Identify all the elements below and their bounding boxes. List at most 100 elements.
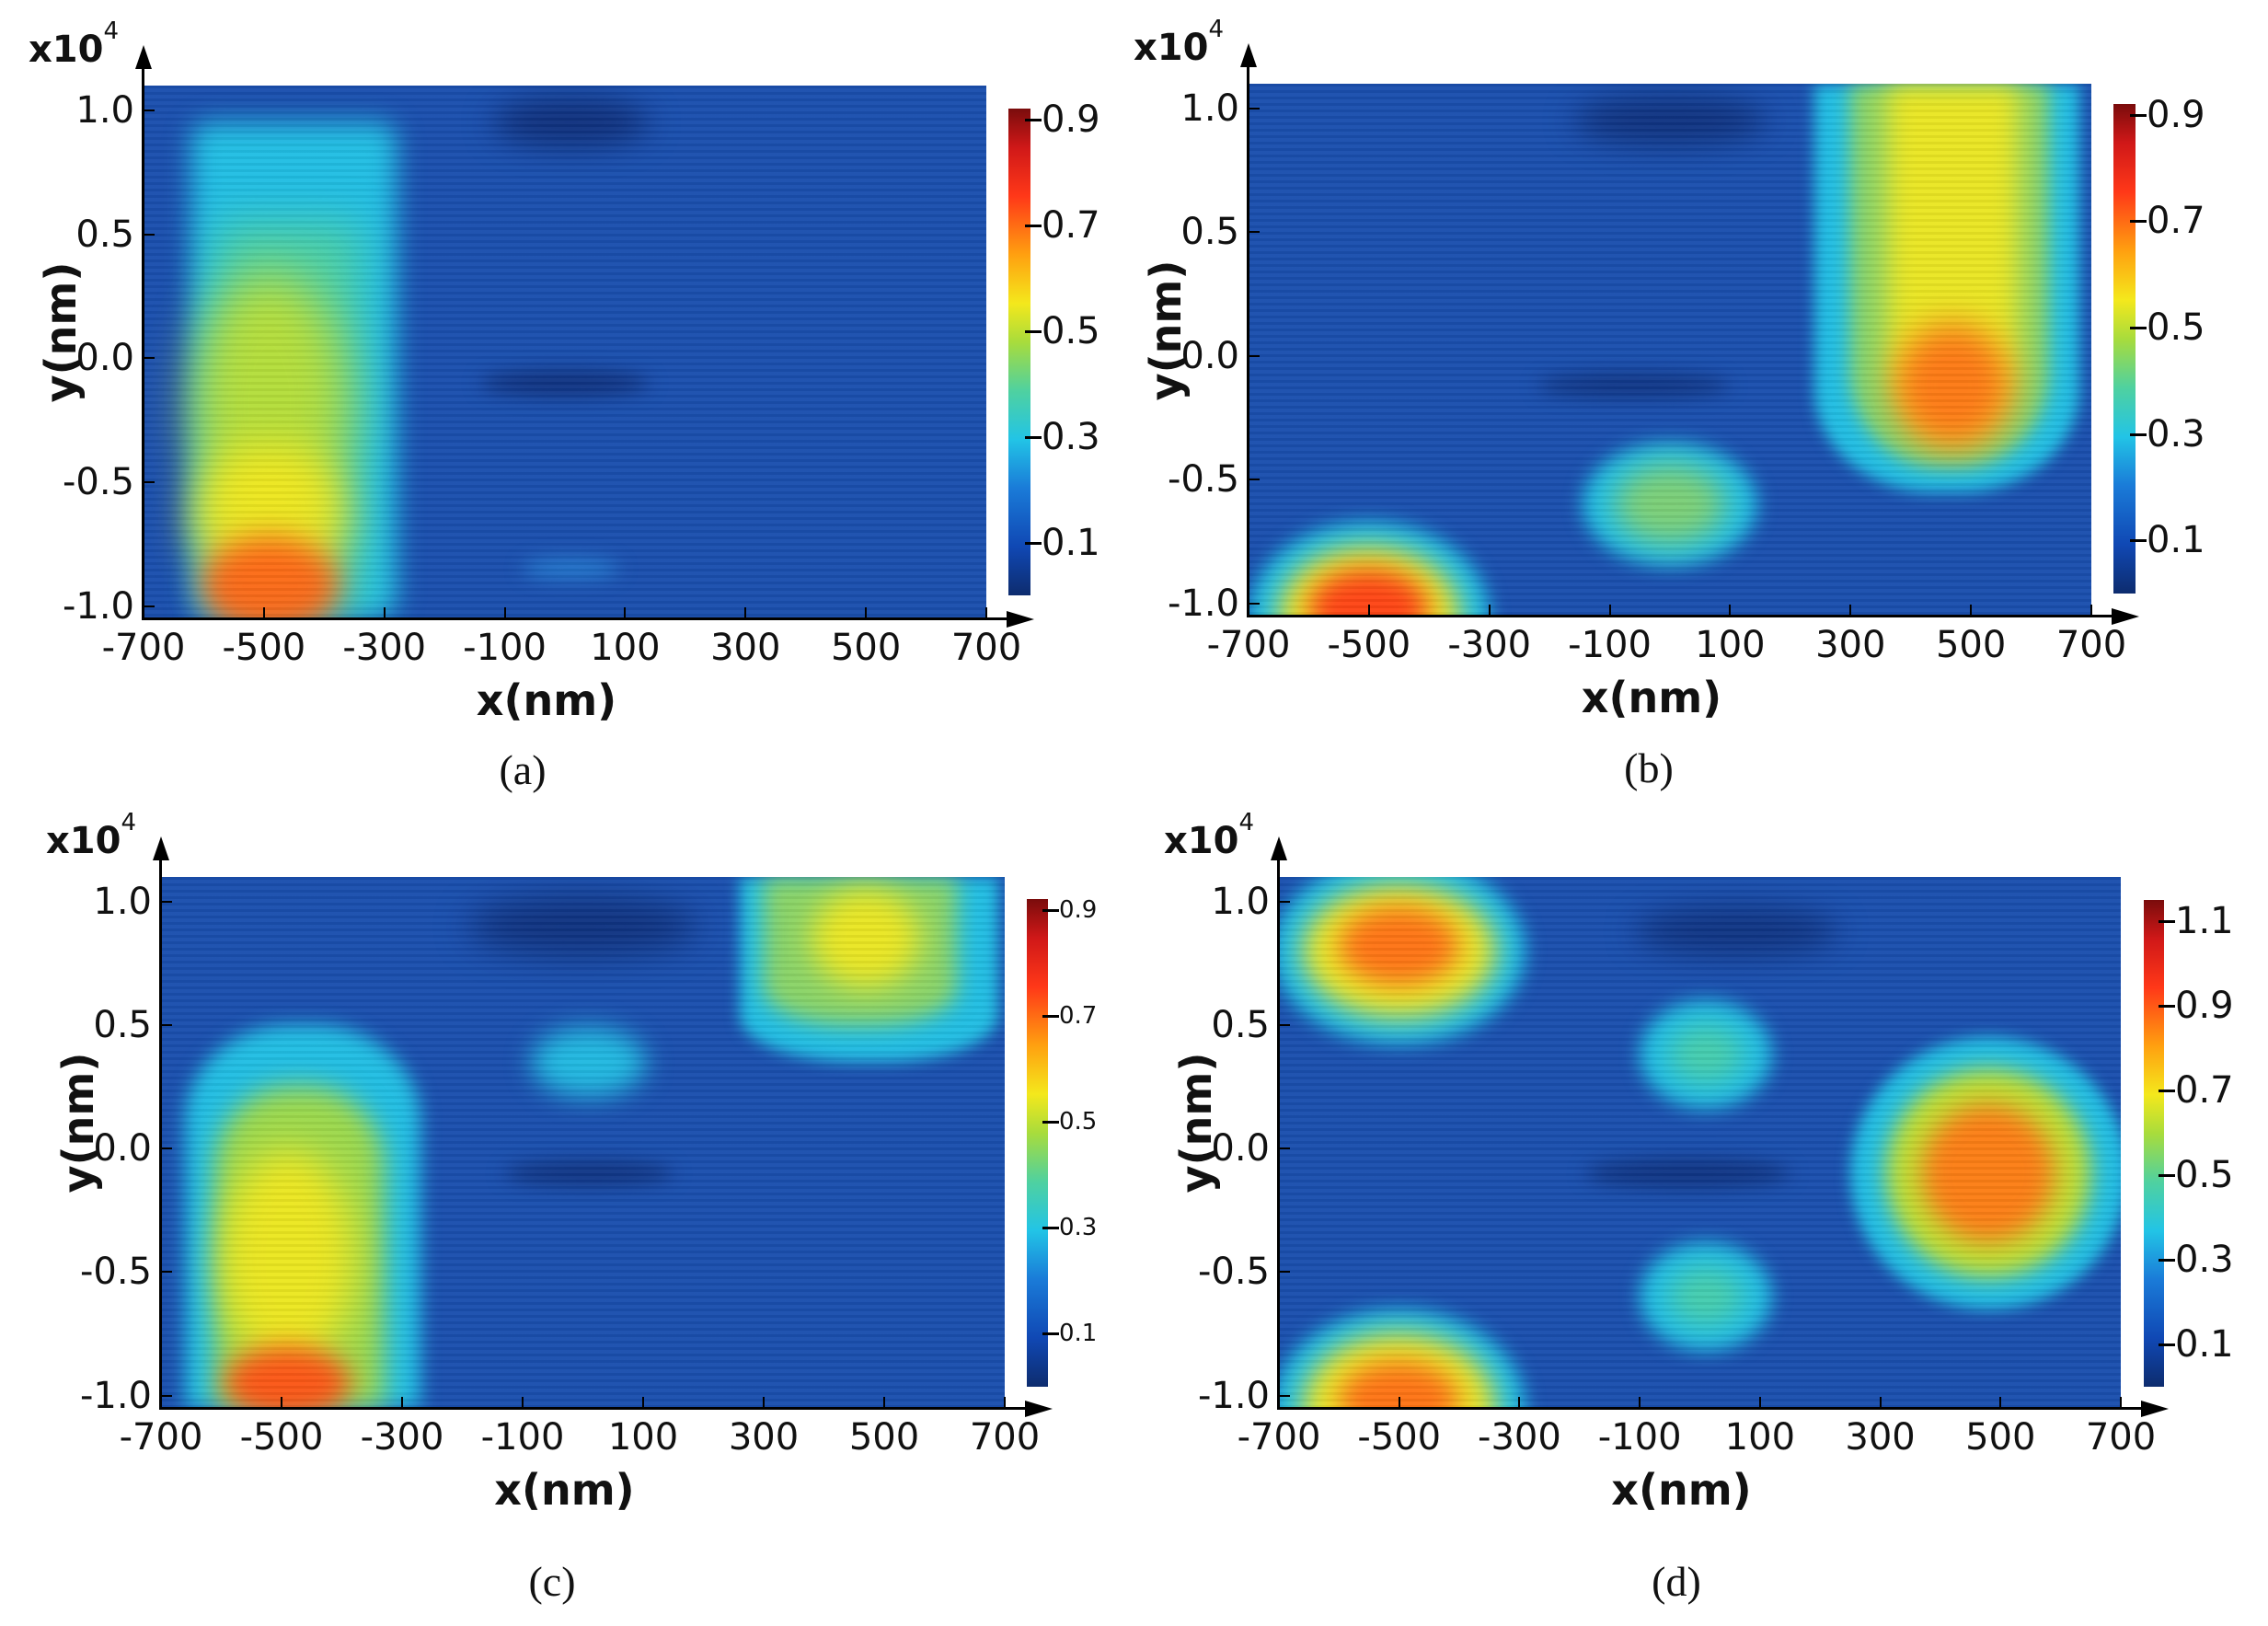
x-tick-label: -500 <box>222 627 306 669</box>
panel-caption: (c) <box>528 1558 576 1605</box>
x-tick-label: 700 <box>950 627 1022 669</box>
colorbar <box>2113 104 2136 594</box>
y-tick-label: -1.0 <box>79 1374 152 1417</box>
x-tick-label: 500 <box>1965 1416 2036 1459</box>
y-tick-mark <box>144 109 155 111</box>
colorbar-tick-label: 0.3 <box>2147 412 2205 456</box>
y-tick-label: -1.0 <box>1167 582 1239 625</box>
x-tick-mark <box>281 1397 282 1408</box>
intensity-region <box>1922 1103 2055 1243</box>
x-tick-label: -300 <box>342 627 427 669</box>
x-tick-label: 500 <box>830 627 902 669</box>
colorbar <box>1008 109 1030 595</box>
x-tick-mark <box>503 607 506 618</box>
colorbar-tick-label: 0.3 <box>2175 1239 2234 1281</box>
colorbar-tick-mark <box>2159 1005 2175 1008</box>
x-tick-label: -700 <box>119 1416 203 1459</box>
y-tick-mark <box>1249 479 1260 481</box>
intensity-region <box>523 559 619 579</box>
x-tick-label: 700 <box>2055 624 2127 666</box>
y-tick-mark <box>161 1024 172 1027</box>
y-tick-label: 0.0 <box>75 337 134 380</box>
y-axis-line <box>1247 65 1249 617</box>
x-tick-mark <box>1879 1397 1882 1408</box>
y-axis-label: y(nm) <box>53 1053 103 1194</box>
colorbar-tick-label: 0.7 <box>1059 1001 1098 1030</box>
x-tick-mark <box>883 1397 885 1408</box>
colorbar-tick-mark <box>2130 539 2147 543</box>
colorbar-tick-mark <box>2159 1259 2175 1262</box>
panel-caption: (d) <box>1652 1558 1701 1605</box>
x-tick-label: 100 <box>590 627 661 669</box>
x-tick-label: -100 <box>480 1416 565 1459</box>
x-tick-mark <box>1608 605 1611 616</box>
x-axis-label: x(nm) <box>476 675 617 725</box>
x-tick-label: -500 <box>239 1416 324 1459</box>
y-axis-arrow-icon <box>153 836 169 860</box>
y-tick-label: 0.0 <box>1211 1127 1270 1170</box>
x-tick-mark <box>642 1397 644 1408</box>
x-axis-line <box>159 1407 1030 1410</box>
y-tick-label: -0.5 <box>1167 458 1239 502</box>
y-axis-label: y(nm) <box>1171 1053 1221 1194</box>
intensity-region <box>1616 465 1724 545</box>
colorbar-tick-label: 0.1 <box>2147 519 2205 562</box>
x-tick-mark <box>401 1397 403 1408</box>
y-axis-arrow-icon <box>135 45 152 69</box>
y-multiplier-label: x104 <box>46 809 136 862</box>
x-tick-mark <box>1999 1397 2002 1408</box>
y-tick-label: 1.0 <box>75 88 134 132</box>
y-multiplier-base: x10 <box>29 29 104 71</box>
x-tick-mark <box>1004 1397 1006 1408</box>
y-tick-label: 0.5 <box>75 213 134 256</box>
heatmap-plot <box>144 86 986 618</box>
y-tick-mark <box>161 1394 172 1397</box>
y-tick-mark <box>144 233 155 236</box>
y-tick-mark <box>1279 900 1290 903</box>
x-tick-mark <box>1398 1397 1400 1408</box>
y-multiplier-base: x10 <box>1164 820 1239 862</box>
y-tick-label: 0.5 <box>1180 211 1239 254</box>
intensity-region <box>1339 906 1460 986</box>
y-tick-mark <box>1249 231 1260 234</box>
y-multiplier-label: x104 <box>1164 809 1254 862</box>
x-tick-label: -300 <box>1447 624 1532 666</box>
x-tick-mark <box>522 1397 524 1408</box>
colorbar-tick-mark <box>2159 1343 2175 1346</box>
colorbar-tick-label: 0.7 <box>2147 200 2205 243</box>
x-axis-arrow-icon <box>2141 1401 2169 1417</box>
y-tick-label: -1.0 <box>62 584 134 628</box>
x-tick-mark <box>262 607 265 618</box>
x-tick-label: 100 <box>1724 1416 1796 1459</box>
heatmap-plot <box>1279 877 2121 1408</box>
x-axis-arrow-icon <box>2112 608 2139 625</box>
colorbar <box>2144 900 2164 1387</box>
x-tick-label: -700 <box>101 627 186 669</box>
x-axis-label: x(nm) <box>494 1465 635 1515</box>
x-axis-line <box>1277 1407 2147 1410</box>
x-tick-mark <box>763 1397 765 1408</box>
colorbar-tick-mark <box>1025 118 1042 121</box>
y-tick-mark <box>1279 1147 1290 1150</box>
y-multiplier-exponent: 4 <box>121 809 137 836</box>
x-tick-label: 100 <box>607 1416 679 1459</box>
x-tick-label: -100 <box>1597 1416 1682 1459</box>
colorbar-tick-mark <box>1042 908 1059 912</box>
colorbar-tick-mark <box>1042 1332 1059 1336</box>
colorbar-tick-mark <box>1025 541 1042 545</box>
heatmap-plot <box>1249 84 2091 616</box>
y-multiplier-label: x104 <box>1134 16 1224 69</box>
x-tick-mark <box>1639 1397 1641 1408</box>
intensity-region <box>1633 906 1838 956</box>
x-tick-mark <box>1849 605 1852 616</box>
y-tick-mark <box>1249 354 1260 357</box>
colorbar-tick-label: 0.3 <box>1059 1214 1098 1242</box>
intensity-region <box>201 536 340 618</box>
x-tick-mark <box>624 607 627 618</box>
colorbar-tick-mark <box>1025 224 1042 227</box>
y-axis-arrow-icon <box>1240 43 1257 67</box>
intensity-region <box>221 1148 354 1371</box>
y-multiplier-exponent: 4 <box>103 17 120 45</box>
intensity-region <box>1895 323 2010 448</box>
colorbar-tick-label: 0.1 <box>1059 1320 1098 1348</box>
